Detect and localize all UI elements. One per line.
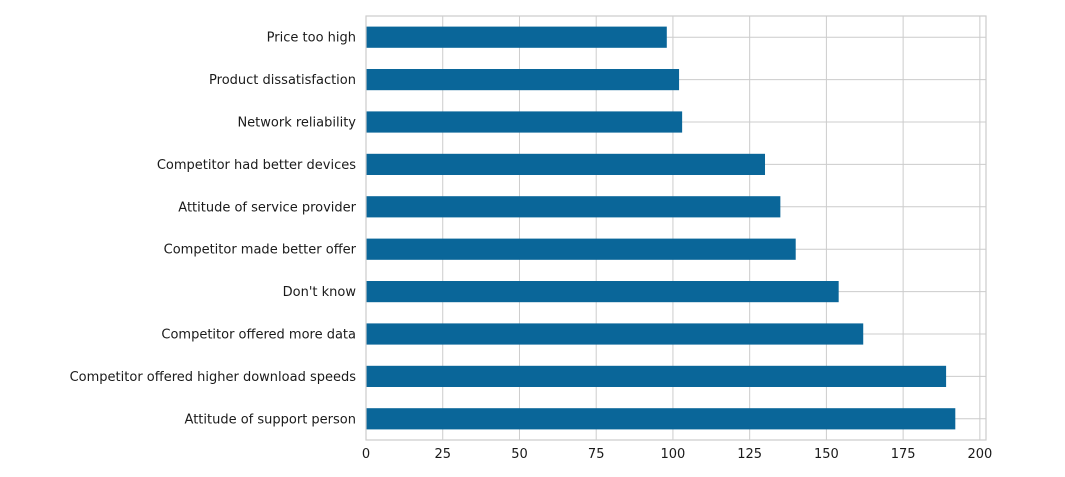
x-tick-label: 75 [588,447,605,462]
x-tick-label: 125 [737,447,762,462]
x-axis-tick-labels: 0 25 50 75 100 125 150 175 200 [362,447,992,462]
y-tick-label: Network reliability [237,116,356,131]
bar [366,281,839,303]
x-tick-label: 150 [814,447,839,462]
y-tick-label: Don't know [283,285,357,300]
x-tick-label: 0 [362,447,370,462]
bars [366,26,956,430]
y-tick-label: Product dissatisfaction [209,73,356,88]
x-tick-label: 50 [511,447,528,462]
bar [366,323,864,345]
bar [366,365,947,387]
y-axis-tick-labels: Price too high Product dissatisfaction Net… [70,31,357,428]
y-tick-label: Competitor had better devices [157,158,356,173]
bar [366,408,956,430]
bar [366,111,683,133]
plot-frame [365,15,987,441]
x-tick-label: 175 [891,447,916,462]
bar [366,26,667,48]
y-tick-label: Competitor made better offer [164,243,357,258]
y-tick-label: Price too high [267,31,356,46]
bar [366,153,766,175]
bar [366,238,796,260]
bar [366,69,680,91]
x-tick-label: 25 [434,447,451,462]
bar [366,196,781,218]
y-tick-label: Attitude of support person [185,412,356,427]
x-tick-label: 200 [967,447,992,462]
y-tick-label: Competitor offered higher download speed… [70,370,357,385]
x-tick-label: 100 [661,447,686,462]
y-tick-label: Attitude of service provider [178,200,356,215]
y-tick-label: Competitor offered more data [161,328,356,343]
